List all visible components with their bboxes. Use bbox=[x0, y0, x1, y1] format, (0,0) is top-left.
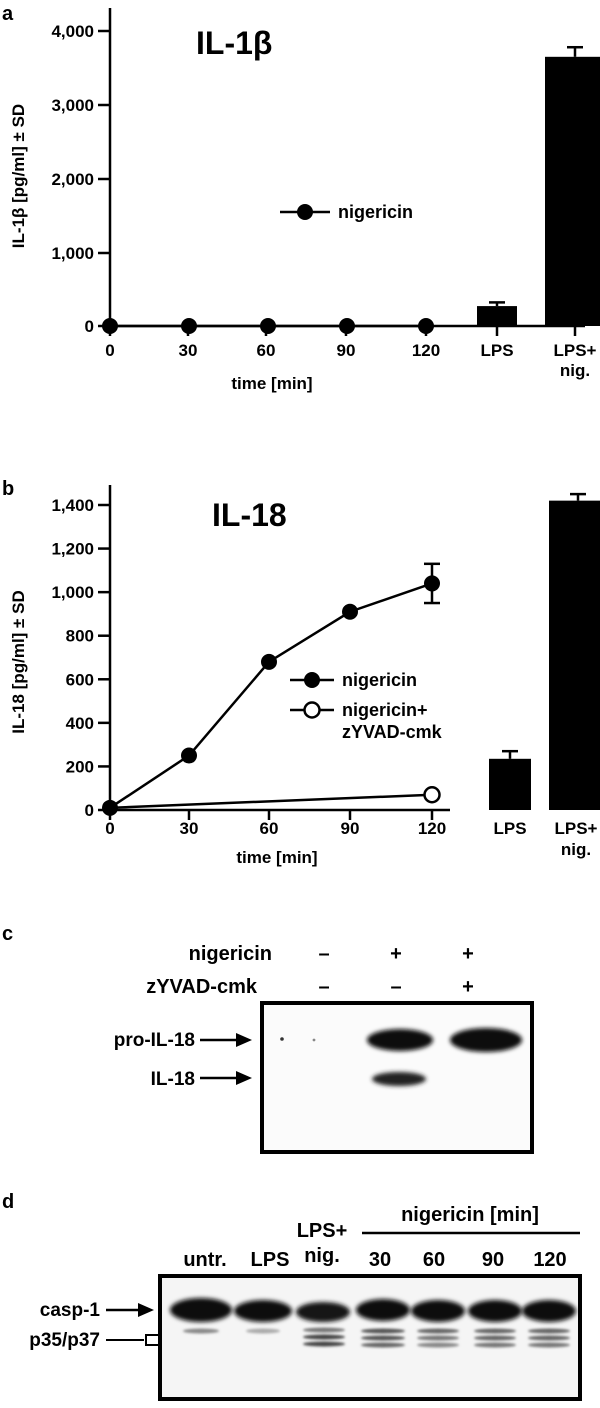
blot-c-image bbox=[260, 1001, 534, 1154]
blot-c-sign: – bbox=[318, 976, 329, 998]
chart-a-xtick: 120 bbox=[412, 341, 440, 360]
chart-a-title: IL-1β bbox=[196, 25, 272, 61]
chart-a-xlabel: time [min] bbox=[231, 374, 312, 393]
blot-d-lane-lps-nig: nig. bbox=[304, 1245, 340, 1267]
chart-b-axes bbox=[98, 485, 450, 820]
chart-b-title: IL-18 bbox=[212, 497, 287, 533]
chart-b-plot-area bbox=[102, 492, 600, 816]
blot-d-time: 30 bbox=[369, 1249, 391, 1271]
blot-d-band1-label: casp-1 bbox=[40, 1300, 101, 1321]
chart-b-xtick: 90 bbox=[341, 819, 360, 838]
chart-b-point bbox=[423, 786, 441, 804]
blot-d-time: 90 bbox=[482, 1249, 504, 1271]
chart-b-bar-label-lps-nig: LPS+ bbox=[555, 819, 598, 838]
chart-a-bar-label-lps-nig: nig. bbox=[560, 361, 590, 380]
blot-d-time: 120 bbox=[533, 1249, 566, 1271]
chart-a-bar-label-lps: LPS bbox=[480, 341, 513, 360]
blot-c-sign: + bbox=[390, 943, 402, 965]
chart-a-plot-area bbox=[102, 45, 600, 334]
chart-b-bar bbox=[489, 758, 531, 810]
chart-b-ytick: 1,200 bbox=[51, 540, 94, 559]
chart-b-ytick: 800 bbox=[66, 627, 94, 646]
chart-b-xtick: 60 bbox=[260, 819, 279, 838]
chart-b-xlabel: time [min] bbox=[236, 848, 317, 867]
panel-label-c: c bbox=[2, 923, 13, 945]
chart-a-point bbox=[260, 318, 276, 334]
blot-c-row2-label: zYVAD-cmk bbox=[146, 976, 258, 998]
blot-d-image bbox=[158, 1274, 582, 1401]
chart-b-ytick: 1,400 bbox=[51, 496, 94, 515]
chart-b-ytick: 200 bbox=[66, 757, 94, 776]
chart-a-ytick: 1,000 bbox=[51, 244, 94, 263]
blot-d-time: 60 bbox=[423, 1249, 445, 1271]
chart-a-ytick: 2,000 bbox=[51, 170, 94, 189]
chart-a-ytick: 0 bbox=[85, 317, 94, 336]
chart-a-xtick: 60 bbox=[257, 341, 276, 360]
chart-a-yaxis bbox=[98, 8, 112, 328]
chart-b-point bbox=[424, 575, 440, 592]
chart-a-xtick: 90 bbox=[337, 341, 356, 360]
chart-a-legend-label: nigericin bbox=[338, 202, 413, 222]
chart-b-series-line bbox=[109, 582, 433, 809]
chart-a-point bbox=[418, 318, 434, 334]
panel-label-a: a bbox=[2, 3, 14, 25]
blot-d-group-label: nigericin [min] bbox=[401, 1204, 539, 1226]
chart-b-legend-label: nigericin+ bbox=[342, 700, 428, 720]
chart-b-bar bbox=[549, 500, 600, 810]
blot-d-lane-untr: untr. bbox=[183, 1249, 226, 1271]
panel-label-d: d bbox=[2, 1191, 14, 1213]
blot-c-row1-label: nigericin bbox=[189, 943, 272, 965]
chart-a-point bbox=[102, 318, 118, 334]
blot-c-sign: + bbox=[462, 943, 474, 965]
chart-b-point bbox=[261, 653, 277, 670]
chart-b-ytick: 600 bbox=[66, 670, 94, 689]
chart-b-legend-label: nigericin bbox=[342, 670, 417, 690]
blot-d-band2-label: p35/p37 bbox=[29, 1330, 100, 1351]
chart-b-bar-label-lps-nig: nig. bbox=[561, 840, 591, 859]
chart-a-legend: nigericin bbox=[280, 202, 413, 222]
blot-c-band1-label: pro-IL-18 bbox=[114, 1030, 195, 1051]
blot-d-band2-bracket bbox=[106, 1334, 158, 1346]
blot-c-band2-label: IL-18 bbox=[151, 1069, 195, 1090]
blot-c-sign: – bbox=[318, 943, 329, 965]
blot-c-sign: + bbox=[462, 976, 474, 998]
chart-b-ylabel: IL-18 [pg/ml] ± SD bbox=[9, 590, 28, 733]
blot-d-band1-arrow bbox=[106, 1303, 154, 1317]
blot-c-sign: – bbox=[390, 976, 401, 998]
blot-d-lane-lps-nig: LPS+ bbox=[297, 1220, 348, 1242]
chart-b-xtick: 30 bbox=[180, 819, 199, 838]
chart-b-point bbox=[342, 603, 358, 620]
chart-a-ytick: 4,000 bbox=[51, 22, 94, 41]
chart-a-xtick: 30 bbox=[179, 341, 198, 360]
chart-b-xtick: 120 bbox=[418, 819, 446, 838]
panel-label-b: b bbox=[2, 478, 14, 500]
chart-b-ytick: 400 bbox=[66, 714, 94, 733]
chart-b-legend-label: zYVAD-cmk bbox=[342, 722, 443, 742]
blot-c-band1-arrow bbox=[200, 1033, 252, 1047]
chart-a-bar bbox=[477, 306, 517, 326]
chart-b-ytick: 0 bbox=[85, 801, 94, 820]
chart-a-bar-label-lps-nig: LPS+ bbox=[554, 341, 597, 360]
blot-c-band2-arrow bbox=[200, 1071, 252, 1085]
chart-b-legend: nigericin nigericin+ zYVAD-cmk bbox=[290, 670, 443, 742]
chart-a-bar bbox=[545, 56, 600, 326]
chart-b-series-line bbox=[109, 793, 433, 810]
chart-a-point bbox=[181, 318, 197, 334]
chart-a-point bbox=[339, 318, 355, 334]
chart-a-ylabel: IL-1β [pg/ml] ± SD bbox=[9, 104, 28, 248]
chart-a-ytick: 3,000 bbox=[51, 96, 94, 115]
chart-b-point bbox=[181, 747, 197, 764]
blot-d-lane-lps: LPS bbox=[251, 1249, 290, 1271]
chart-b-ytick: 1,000 bbox=[51, 583, 94, 602]
chart-b-xtick: 0 bbox=[105, 819, 114, 838]
chart-b-bar-label-lps: LPS bbox=[493, 819, 526, 838]
chart-a-xtick: 0 bbox=[105, 341, 114, 360]
